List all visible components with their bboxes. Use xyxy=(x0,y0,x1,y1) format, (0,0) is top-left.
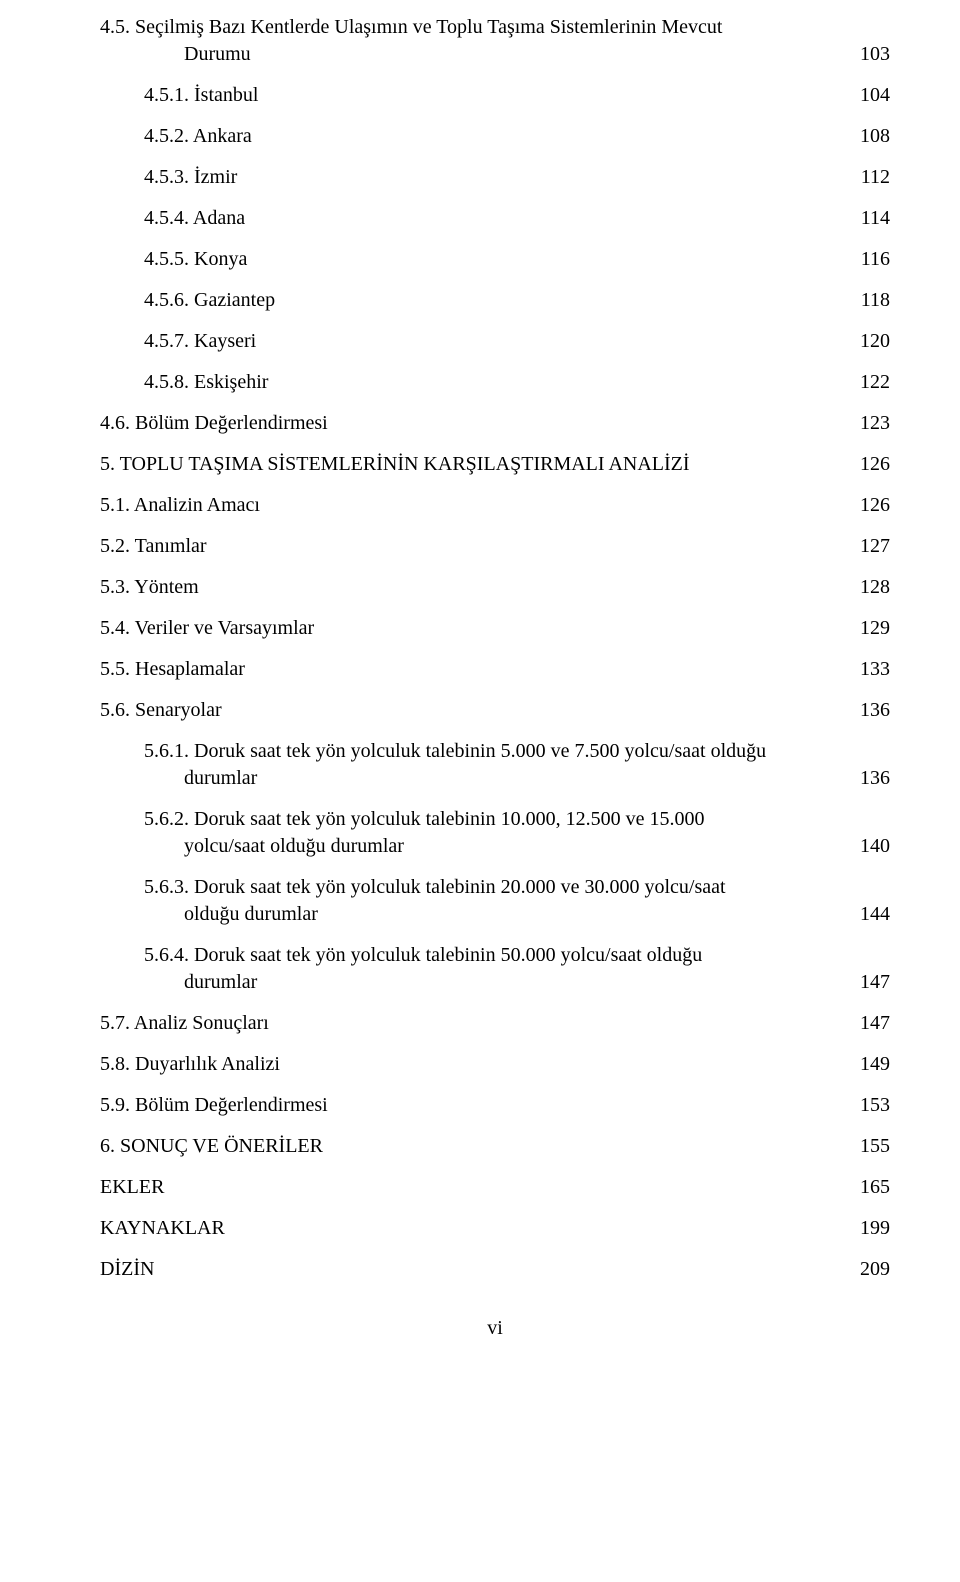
toc-entry-label: 4.5. Seçilmiş Bazı Kentlerde Ulaşımın ve… xyxy=(100,16,726,38)
toc-entry-label: 5.7. Analiz Sonuçları xyxy=(100,1012,273,1034)
toc-entry-page: 144 xyxy=(854,901,890,928)
toc-entry: 108 4.5.2. Ankara xyxy=(144,123,890,150)
toc-entry-label: yolcu/saat olduğu durumlar xyxy=(184,835,408,857)
toc-entry-page: 120 xyxy=(854,328,890,355)
toc-entry-label: 5.6.3. Doruk saat tek yön yolculuk taleb… xyxy=(144,876,730,898)
toc-entry-page: 112 xyxy=(855,164,890,191)
toc-entry-page: 133 xyxy=(854,656,890,683)
toc-entry-label: 4.5.6. Gaziantep xyxy=(144,289,279,311)
toc-entry: 129 5.4. Veriler ve Varsayımlar xyxy=(100,615,890,642)
toc-entry: 133 5.5. Hesaplamalar xyxy=(100,656,890,683)
toc-entry-page: 129 xyxy=(854,615,890,642)
toc-page: 4.5. Seçilmiş Bazı Kentlerde Ulaşımın ve… xyxy=(0,14,960,1380)
toc-entry: 5.6.1. Doruk saat tek yön yolculuk taleb… xyxy=(144,738,890,765)
toc-entry-page: 103 xyxy=(854,41,890,68)
toc-entry-page: 114 xyxy=(855,205,890,232)
toc-entry: 116 4.5.5. Konya xyxy=(144,246,890,273)
toc-entry-continuation: 147 durumlar xyxy=(184,969,890,996)
toc-entry-page: 136 xyxy=(854,765,890,792)
toc-entry: 5.6.2. Doruk saat tek yön yolculuk taleb… xyxy=(144,806,890,833)
toc-entry: 149 5.8. Duyarlılık Analizi xyxy=(100,1051,890,1078)
toc-entry-page: 126 xyxy=(854,451,890,478)
toc-entry-page: 128 xyxy=(854,574,890,601)
toc-entry-label: 5.5. Hesaplamalar xyxy=(100,658,249,680)
toc-entry-label: KAYNAKLAR xyxy=(100,1217,229,1239)
toc-entry-page: 127 xyxy=(854,533,890,560)
toc-entry-page: 149 xyxy=(854,1051,890,1078)
toc-entry-page: 136 xyxy=(854,697,890,724)
toc-entry-page: 118 xyxy=(855,287,890,314)
toc-entry-page: 104 xyxy=(854,82,890,109)
toc-entry-label: 4.5.5. Konya xyxy=(144,248,251,270)
toc-entry: 104 4.5.1. İstanbul xyxy=(144,82,890,109)
toc-entry-label: 4.5.8. Eskişehir xyxy=(144,371,272,393)
toc-entry-continuation: 144 olduğu durumlar xyxy=(184,901,890,928)
toc-entry: 136 5.6. Senaryolar xyxy=(100,697,890,724)
toc-entry-label: durumlar xyxy=(184,767,261,789)
toc-entry-label: 5.6. Senaryolar xyxy=(100,699,226,721)
toc-entry: 153 5.9. Bölüm Değerlendirmesi xyxy=(100,1092,890,1119)
toc-entry-label: 5.6.1. Doruk saat tek yön yolculuk taleb… xyxy=(144,740,770,762)
toc-entry: 114 4.5.4. Adana xyxy=(144,205,890,232)
toc-entry: 5.6.3. Doruk saat tek yön yolculuk taleb… xyxy=(144,874,890,901)
toc-entry: 123 4.6. Bölüm Değerlendirmesi xyxy=(100,410,890,437)
toc-entry: 4.5. Seçilmiş Bazı Kentlerde Ulaşımın ve… xyxy=(100,14,890,41)
toc-entry-page: 199 xyxy=(854,1215,890,1242)
toc-entry-label: 5.1. Analizin Amacı xyxy=(100,494,264,516)
toc-entry-label: 5.6.2. Doruk saat tek yön yolculuk taleb… xyxy=(144,808,708,830)
toc-entry-label: 5. TOPLU TAŞIMA SİSTEMLERİNİN KARŞILAŞTI… xyxy=(100,453,694,475)
toc-entry-continuation: 103 Durumu xyxy=(184,41,890,68)
toc-entry-label: DİZİN xyxy=(100,1258,158,1280)
toc-entry: 128 5.3. Yöntem xyxy=(100,574,890,601)
toc-entry: 155 6. SONUÇ VE ÖNERİLER xyxy=(100,1133,890,1160)
toc-entry: 126 5. TOPLU TAŞIMA SİSTEMLERİNİN KARŞILA… xyxy=(100,451,890,478)
toc-entry-label: 4.5.3. İzmir xyxy=(144,166,241,188)
toc-entry-page: 147 xyxy=(854,969,890,996)
toc-entry-label: 4.5.4. Adana xyxy=(144,207,249,229)
toc-entry: 127 5.2. Tanımlar xyxy=(100,533,890,560)
toc-entry-page: 126 xyxy=(854,492,890,519)
toc-entry-page: 209 xyxy=(854,1256,890,1283)
toc-entry-label: durumlar xyxy=(184,971,261,993)
toc-entry: 122 4.5.8. Eskişehir xyxy=(144,369,890,396)
toc-entry-page: 122 xyxy=(854,369,890,396)
toc-entry-label: olduğu durumlar xyxy=(184,903,322,925)
toc-entry: 126 5.1. Analizin Amacı xyxy=(100,492,890,519)
toc-entry-label: 5.3. Yöntem xyxy=(100,576,203,598)
toc-entry-label: EKLER xyxy=(100,1176,168,1198)
toc-entry: 165 EKLER xyxy=(100,1174,890,1201)
toc-entry-page: 155 xyxy=(854,1133,890,1160)
toc-entry-page: 147 xyxy=(854,1010,890,1037)
page-number-footer: vi xyxy=(100,1317,890,1340)
toc-entry-label: 5.8. Duyarlılık Analizi xyxy=(100,1053,284,1075)
toc-entry: 112 4.5.3. İzmir xyxy=(144,164,890,191)
toc-entry-label: Durumu xyxy=(184,43,255,65)
toc-entry-label: 6. SONUÇ VE ÖNERİLER xyxy=(100,1135,327,1157)
toc-entry: 118 4.5.6. Gaziantep xyxy=(144,287,890,314)
toc-entry-page: 116 xyxy=(855,246,890,273)
toc-entry-page: 153 xyxy=(854,1092,890,1119)
toc-entry: 147 5.7. Analiz Sonuçları xyxy=(100,1010,890,1037)
toc-entry-label: 4.5.1. İstanbul xyxy=(144,84,262,106)
toc-entry-label: 5.4. Veriler ve Varsayımlar xyxy=(100,617,318,639)
toc-entry-page: 140 xyxy=(854,833,890,860)
toc-entry: 120 4.5.7. Kayseri xyxy=(144,328,890,355)
toc-entry-label: 5.2. Tanımlar xyxy=(100,535,211,557)
toc-entry: 209 DİZİN xyxy=(100,1256,890,1283)
toc-entry: 5.6.4. Doruk saat tek yön yolculuk taleb… xyxy=(144,942,890,969)
toc-entry: 199 KAYNAKLAR xyxy=(100,1215,890,1242)
toc-entry-continuation: 136 durumlar xyxy=(184,765,890,792)
toc-entry-continuation: 140 yolcu/saat olduğu durumlar xyxy=(184,833,890,860)
toc-entry-label: 5.6.4. Doruk saat tek yön yolculuk taleb… xyxy=(144,944,706,966)
toc-entry-label: 4.6. Bölüm Değerlendirmesi xyxy=(100,412,332,434)
toc-entry-label: 5.9. Bölüm Değerlendirmesi xyxy=(100,1094,332,1116)
toc-entry-label: 4.5.2. Ankara xyxy=(144,125,256,147)
toc-entry-label: 4.5.7. Kayseri xyxy=(144,330,260,352)
toc-entry-page: 123 xyxy=(854,410,890,437)
toc-list: 4.5. Seçilmiş Bazı Kentlerde Ulaşımın ve… xyxy=(100,14,890,1283)
toc-entry-page: 165 xyxy=(854,1174,890,1201)
toc-entry-page: 108 xyxy=(854,123,890,150)
